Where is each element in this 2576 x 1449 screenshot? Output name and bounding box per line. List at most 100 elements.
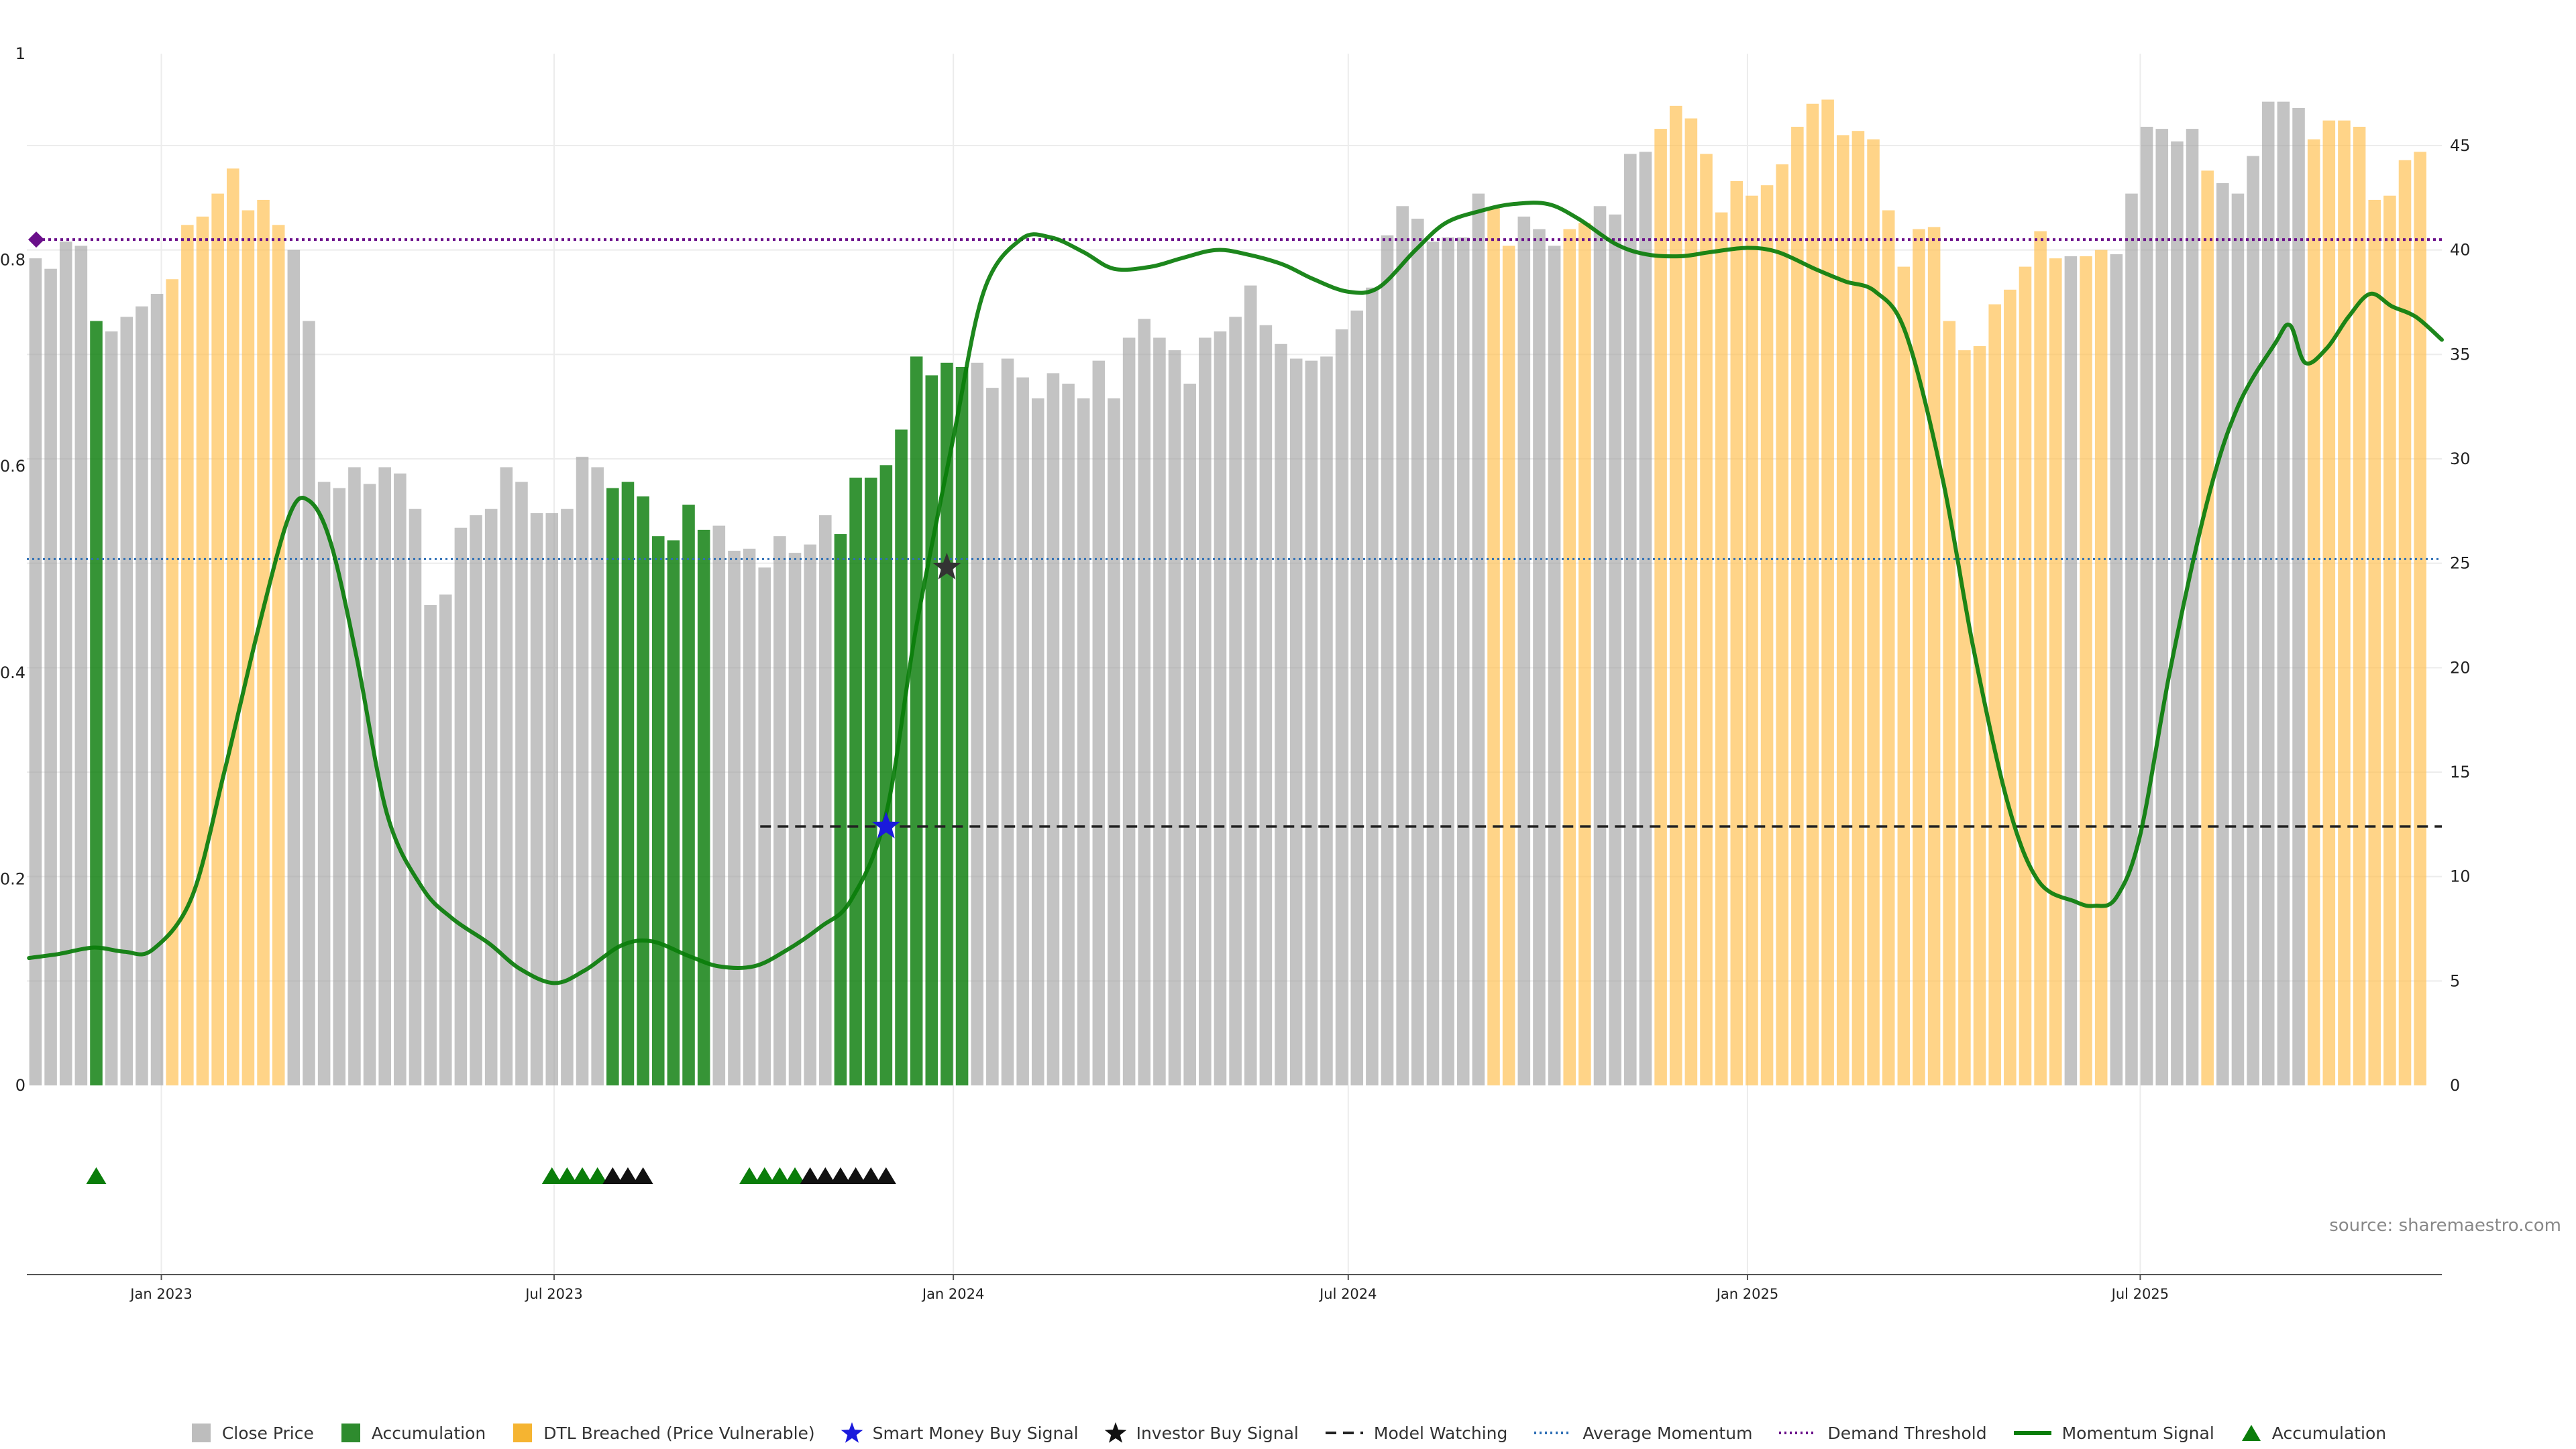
legend-label: Model Watching bbox=[1373, 1423, 1508, 1443]
price-bar bbox=[470, 515, 482, 1085]
accumulation-marker-green bbox=[739, 1167, 760, 1184]
price-bar bbox=[1214, 331, 1227, 1086]
x-tick-label: Jan 2024 bbox=[921, 1286, 985, 1302]
accumulation-marker-black bbox=[830, 1167, 851, 1184]
x-tick-label: Jan 2023 bbox=[129, 1286, 193, 1302]
price-bars bbox=[29, 99, 2426, 1086]
legend-label: Momentum Signal bbox=[2061, 1423, 2214, 1443]
accumulation-marker-green bbox=[541, 1167, 562, 1184]
price-bar bbox=[1275, 343, 1287, 1085]
price-bar bbox=[136, 306, 148, 1086]
momentum-signal-layer bbox=[27, 201, 2444, 985]
price-bar bbox=[2216, 183, 2229, 1085]
price-bar bbox=[804, 544, 816, 1085]
price-bar bbox=[120, 317, 133, 1085]
price-bar bbox=[196, 216, 209, 1086]
price-bar bbox=[1259, 325, 1273, 1085]
price-bar bbox=[819, 515, 832, 1085]
accumulation-marker-black bbox=[845, 1167, 866, 1184]
price-bar bbox=[1624, 154, 1637, 1086]
price-bar bbox=[1350, 310, 1364, 1086]
price-bar bbox=[591, 467, 604, 1085]
right-tick-label: 30 bbox=[2450, 449, 2471, 468]
price-bar bbox=[1776, 164, 1788, 1085]
legend-label: Accumulation bbox=[2271, 1423, 2387, 1443]
price-bar bbox=[1639, 152, 1652, 1086]
price-bar bbox=[1168, 350, 1181, 1085]
price-bar bbox=[1199, 337, 1212, 1085]
left-tick-label: 0.8 bbox=[0, 251, 25, 270]
price-bar bbox=[1472, 193, 1485, 1086]
price-bar bbox=[849, 478, 862, 1085]
legend-label: Demand Threshold bbox=[1827, 1423, 1987, 1443]
price-bar bbox=[1654, 129, 1667, 1086]
price-bar bbox=[606, 488, 619, 1085]
right-tick-label: 45 bbox=[2450, 136, 2471, 155]
price-bar bbox=[166, 279, 178, 1085]
accumulation-marker-green bbox=[769, 1167, 790, 1184]
price-bar bbox=[1456, 237, 1470, 1086]
price-bar bbox=[2322, 120, 2336, 1085]
price-bar bbox=[454, 527, 468, 1085]
price-bar bbox=[150, 294, 164, 1085]
price-bar bbox=[1244, 285, 1257, 1086]
right-tick-label: 40 bbox=[2450, 241, 2471, 260]
price-bar bbox=[424, 604, 437, 1085]
price-bar bbox=[1578, 223, 1591, 1086]
accumulation-marker-green bbox=[572, 1167, 593, 1184]
price-bar bbox=[682, 504, 695, 1085]
legend: Close Price Accumulation DTL Breached (Pri… bbox=[0, 1417, 2576, 1449]
price-bar bbox=[834, 534, 847, 1085]
price-bar bbox=[1927, 227, 1941, 1085]
price-bar bbox=[1593, 206, 1607, 1085]
left-tick-label: 0.4 bbox=[0, 663, 25, 682]
price-bar bbox=[941, 362, 953, 1085]
price-bar bbox=[697, 529, 710, 1085]
price-bar bbox=[1122, 337, 1136, 1085]
price-bar bbox=[864, 478, 877, 1085]
price-bar bbox=[439, 594, 452, 1085]
price-bar bbox=[2019, 266, 2032, 1085]
x-tick-label: Jul 2024 bbox=[1318, 1286, 1377, 1302]
left-tick-label: 0 bbox=[15, 1076, 25, 1095]
price-bar bbox=[1108, 398, 1120, 1086]
legend-item: Investor Buy Signal bbox=[1104, 1421, 1299, 1444]
legend-swatch-square bbox=[513, 1424, 533, 1442]
price-bar bbox=[1882, 210, 1895, 1085]
accumulation-markers bbox=[86, 1167, 896, 1184]
legend-label: Close Price bbox=[221, 1423, 314, 1443]
price-bar bbox=[2140, 126, 2153, 1086]
price-bar bbox=[484, 508, 498, 1085]
price-bar bbox=[257, 199, 270, 1086]
price-bar bbox=[378, 467, 391, 1085]
x-tick-label: Jul 2025 bbox=[2110, 1286, 2169, 1302]
price-bar bbox=[348, 467, 361, 1085]
accumulation-marker-black bbox=[875, 1167, 896, 1184]
price-bar bbox=[226, 168, 239, 1086]
price-bar bbox=[2261, 101, 2275, 1086]
accumulation-marker-black bbox=[861, 1167, 881, 1184]
right-tick-label: 25 bbox=[2450, 554, 2471, 573]
price-bar bbox=[2338, 120, 2351, 1085]
legend-item: DTL Breached (Price Vulnerable) bbox=[511, 1421, 815, 1444]
price-bar bbox=[2034, 231, 2047, 1085]
price-bar bbox=[241, 210, 255, 1085]
legend-label: Smart Money Buy Signal bbox=[872, 1423, 1079, 1443]
price-bar bbox=[1031, 398, 1044, 1086]
price-bar bbox=[1289, 358, 1303, 1085]
legend-swatch-dash bbox=[1325, 1432, 1363, 1434]
price-bar bbox=[773, 536, 786, 1085]
smart-money-buy-signal-star bbox=[871, 811, 900, 839]
legend-swatch-line bbox=[2013, 1431, 2051, 1435]
price-bar bbox=[394, 473, 407, 1085]
price-bar bbox=[1305, 360, 1318, 1086]
price-bar bbox=[561, 508, 574, 1085]
price-bar bbox=[2307, 139, 2320, 1085]
price-bar bbox=[1442, 237, 1454, 1086]
legend-swatch-star bbox=[1104, 1422, 1126, 1443]
price-bar bbox=[1320, 356, 1333, 1086]
accumulation-marker-black bbox=[617, 1167, 638, 1184]
legend-swatch-square bbox=[341, 1424, 360, 1442]
price-bar bbox=[29, 258, 42, 1085]
